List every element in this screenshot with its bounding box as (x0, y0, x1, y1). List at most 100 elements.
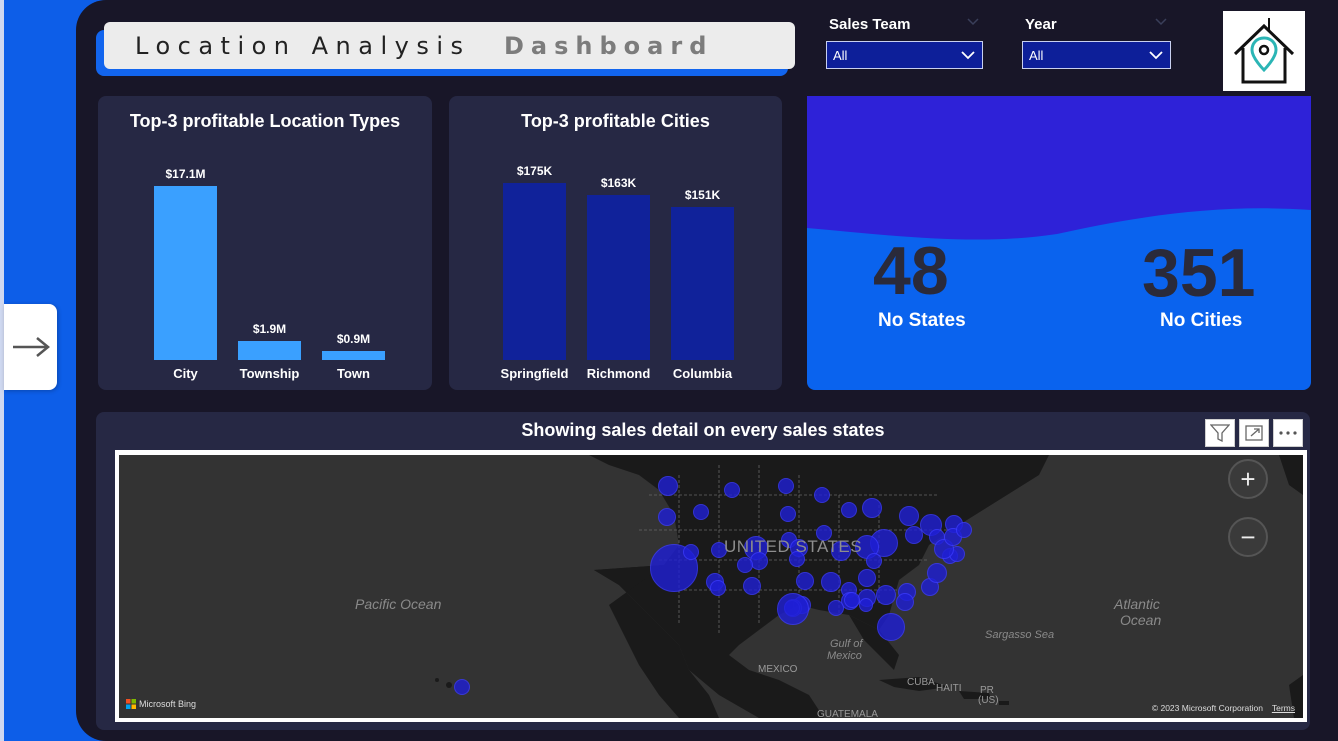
location-types-title: Top-3 profitable Location Types (129, 111, 401, 131)
terms-link[interactable]: Terms (1271, 703, 1295, 713)
title-part1: Location Analysis (135, 32, 471, 60)
map-label-mexico: MEXICO (758, 664, 798, 675)
map-bubble[interactable] (905, 526, 923, 544)
zoom-in-button[interactable]: + (1228, 459, 1268, 499)
map-frame: UNITED STATES Pacific Ocean Atlantic Oce… (115, 450, 1307, 722)
map-bubble[interactable] (844, 592, 860, 608)
map-bubble[interactable] (862, 498, 882, 518)
chevron-down-icon[interactable] (966, 15, 980, 29)
map-bubble[interactable] (896, 593, 914, 611)
bar-value-label: $0.9M (336, 331, 371, 346)
map-bubble[interactable] (789, 551, 805, 567)
sales-team-value: All (833, 47, 848, 63)
map-label-guatemala: GUATEMALA (817, 709, 878, 718)
slicer-year: Year All (1022, 14, 1171, 69)
logo (1223, 11, 1305, 91)
more-options-button[interactable] (1273, 419, 1303, 447)
arrow-right-icon (12, 337, 50, 357)
kpi-card: 48 No States 351 No Cities (807, 96, 1311, 390)
expand-icon (1245, 425, 1263, 441)
map-bubble[interactable] (927, 563, 947, 583)
title-part2: Dashboard (504, 32, 714, 60)
map-bubble[interactable] (693, 504, 709, 520)
kpi-states-value: 48 (873, 233, 949, 309)
map-bubble[interactable] (724, 482, 740, 498)
map-bubble[interactable] (710, 580, 726, 596)
slicer-label-sales-team: Sales Team (829, 16, 911, 33)
map-canvas[interactable]: UNITED STATES Pacific Ocean Atlantic Oce… (119, 455, 1303, 718)
map-label-pr: PR (980, 685, 994, 696)
map-label-country: UNITED STATES (724, 537, 863, 556)
filter-button[interactable] (1205, 419, 1235, 447)
map-label-pacific: Pacific Ocean (355, 596, 442, 612)
kpi-cities-value: 351 (1142, 235, 1256, 311)
bar-richmond[interactable] (587, 195, 650, 360)
bar-category-label: Richmond (586, 366, 651, 381)
map-bubble[interactable] (841, 502, 857, 518)
map-bubble[interactable] (737, 557, 753, 573)
map-bubble[interactable] (899, 506, 919, 526)
map-bubble[interactable] (816, 525, 832, 541)
kpi-states-label: No States (878, 310, 966, 331)
bar-value-label: $151K (684, 188, 721, 203)
chevron-down-icon[interactable] (1154, 15, 1168, 29)
left-edge (0, 0, 4, 741)
focus-mode-button[interactable] (1239, 419, 1269, 447)
map-bubble[interactable] (858, 569, 876, 587)
map-bubble[interactable] (778, 478, 794, 494)
bar-category-label: Township (239, 366, 300, 381)
map-bubble[interactable] (780, 506, 796, 522)
map-bubble[interactable] (658, 476, 678, 496)
bar-springfield[interactable] (503, 183, 566, 360)
bar-value-label: $17.1M (165, 167, 206, 181)
map-label-us: (US) (978, 695, 999, 706)
map-bubble[interactable] (711, 542, 727, 558)
location-types-card: Top-3 profitable Location Types $17.1M Ci… (98, 96, 432, 390)
map-bubble[interactable] (796, 572, 814, 590)
bing-brand-label: Microsoft Bing (139, 699, 197, 709)
map-bubble[interactable] (814, 487, 830, 503)
bar-columbia[interactable] (671, 207, 734, 360)
map-bubble[interactable] (877, 613, 905, 641)
map-bubble[interactable] (454, 679, 470, 695)
map-bubble[interactable] (777, 593, 809, 625)
map-bubble[interactable] (828, 600, 844, 616)
year-value: All (1029, 47, 1044, 63)
slicer-sales-team: Sales Team All (826, 14, 983, 69)
kpi-cities-label: No Cities (1160, 310, 1243, 331)
plus-icon: + (1240, 464, 1256, 494)
map-label-gulf-2: Mexico (827, 650, 862, 662)
map-title: Showing sales detail on every sales stat… (521, 420, 885, 440)
map-bubble[interactable] (831, 541, 851, 561)
map-copyright: © 2023 Microsoft Corporation (1151, 703, 1263, 713)
map-bubble[interactable] (743, 577, 761, 595)
map-bubble[interactable] (859, 598, 873, 612)
year-dropdown[interactable]: All (1022, 41, 1171, 69)
map-label-gulf-1: Gulf of (830, 638, 863, 650)
map-bubble[interactable] (658, 508, 676, 526)
house-location-pin-icon (1233, 18, 1295, 84)
bar-category-label: Springfield (500, 366, 569, 381)
map-bubble[interactable] (956, 522, 972, 538)
bar-category-label: City (173, 366, 198, 381)
bar-township[interactable] (238, 340, 301, 360)
map-bubble[interactable] (866, 553, 882, 569)
wave-decoration (807, 96, 1311, 240)
bar-town[interactable] (322, 350, 385, 360)
bar-value-label: $1.9M (252, 321, 287, 336)
bar-city[interactable] (154, 186, 217, 360)
map-bubble[interactable] (821, 572, 841, 592)
nav-next-button[interactable] (4, 304, 57, 390)
minus-icon: − (1240, 522, 1256, 552)
sales-team-dropdown[interactable]: All (826, 41, 983, 69)
map-bubble[interactable] (683, 544, 699, 560)
map-bubble[interactable] (876, 585, 896, 605)
map-label-atlantic-1: Atlantic (1114, 596, 1160, 612)
map-label-haiti: HAITI (936, 683, 962, 694)
zoom-out-button[interactable]: − (1228, 517, 1268, 557)
map-label-atlantic-2: Ocean (1120, 612, 1162, 628)
bar-category-label: Columbia (672, 366, 733, 381)
bar-value-label: $175K (516, 164, 553, 178)
map-label-cuba: CUBA (907, 677, 935, 688)
microsoft-logo-icon (126, 699, 136, 709)
